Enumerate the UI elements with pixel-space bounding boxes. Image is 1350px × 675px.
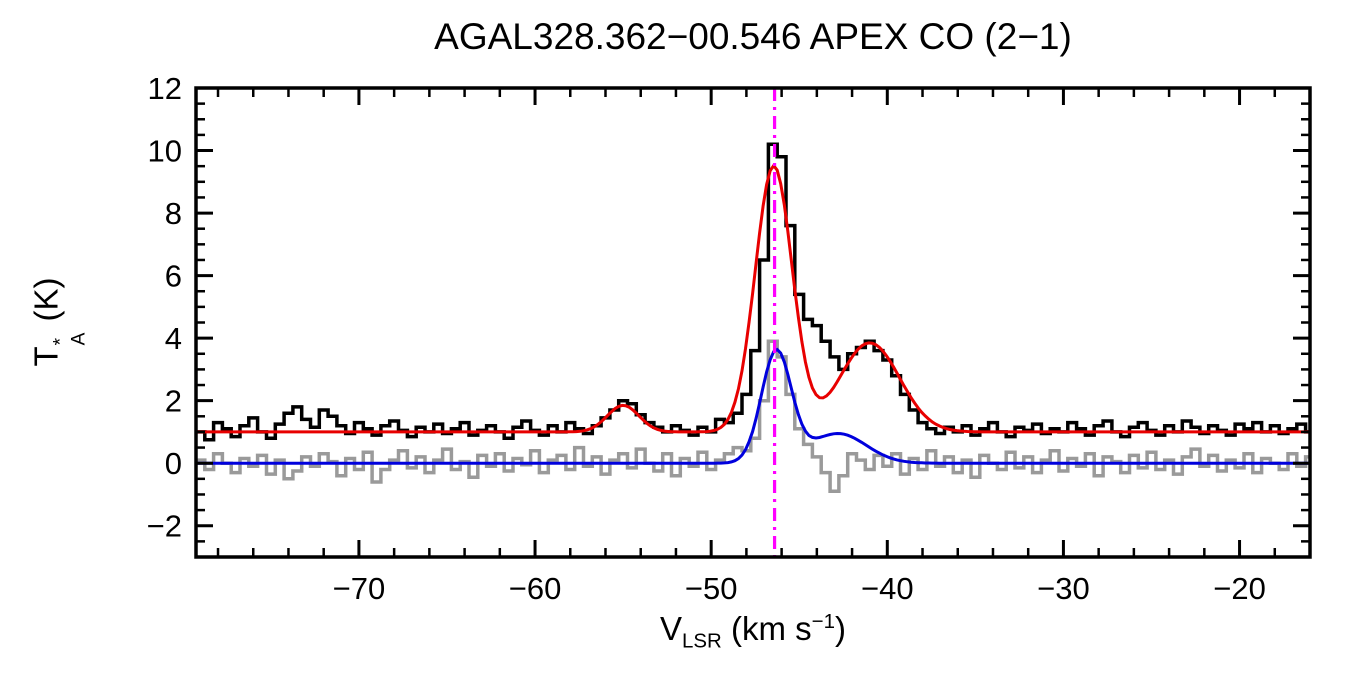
- y-axis-label: T * A (K): [27, 277, 90, 367]
- x-axis-label-sub: LSR: [682, 629, 722, 653]
- x-tick-label: −50: [685, 571, 738, 606]
- x-axis-label-unit-sup: −1: [811, 610, 835, 633]
- y-tick-label: 6: [165, 259, 182, 294]
- observed-spectrum-path: [196, 142, 1310, 442]
- x-tick-label: −40: [861, 571, 914, 606]
- x-axis-label: VLSR (km s−1): [196, 610, 1310, 654]
- y-tick-label: 12: [148, 71, 182, 106]
- x-tick-label: −20: [1213, 571, 1266, 606]
- y-tick-label: 10: [148, 134, 182, 169]
- y-tick-label: 4: [165, 321, 182, 356]
- x-axis-label-base: V: [660, 610, 683, 647]
- x-axis-label-unit-post: ): [834, 610, 846, 647]
- component-fit-path: [196, 347, 1310, 465]
- y-tick-label: 0: [165, 446, 182, 481]
- y-axis-label-unit: (K): [27, 277, 65, 331]
- plot-series-group: [196, 88, 1310, 557]
- y-axis-label-base: T: [27, 346, 65, 367]
- y-tick-label: 2: [165, 384, 182, 419]
- y-tick-label: 8: [165, 196, 182, 231]
- plot-frame: [194, 86, 1312, 559]
- x-tick-label: −70: [333, 571, 386, 606]
- x-tick-label: −30: [1037, 571, 1090, 606]
- chart-title: AGAL328.362−00.546 APEX CO (2−1): [434, 16, 1072, 57]
- total-fit-path: [196, 163, 1310, 434]
- y-axis-label-supsub: * A: [50, 332, 90, 346]
- residual-spectrum-path: [196, 339, 1310, 494]
- y-axis-label-sub: A: [68, 332, 90, 346]
- y-tick-label: −2: [147, 509, 182, 544]
- x-tick-label: −60: [509, 571, 562, 606]
- x-axis-label-unit-pre: (km s: [721, 610, 812, 647]
